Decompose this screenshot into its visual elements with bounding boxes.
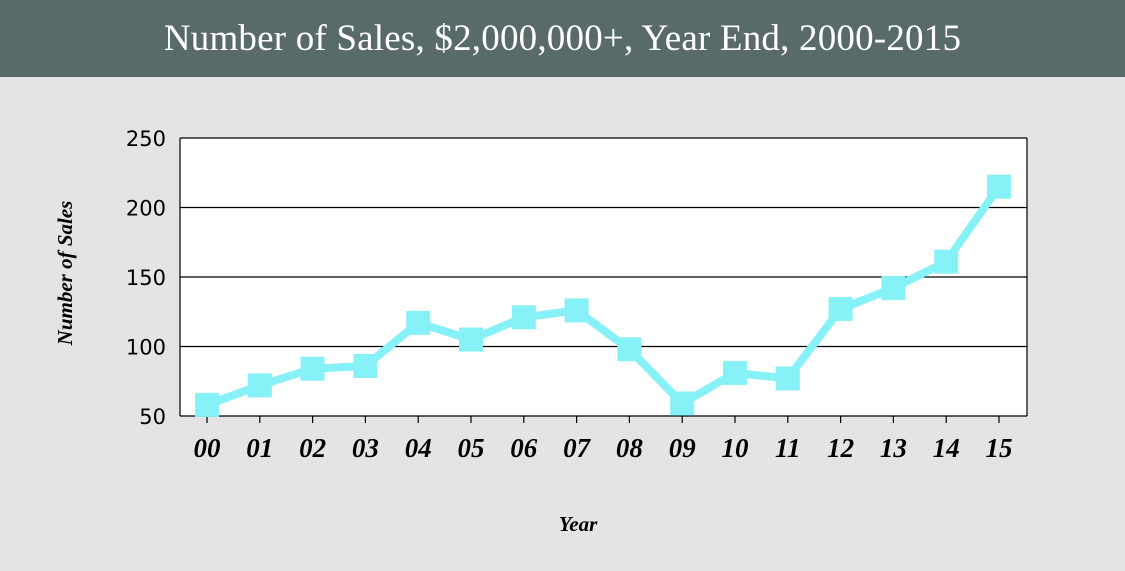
x-tick-label: 10 [722, 433, 750, 463]
x-tick-label: 07 [563, 433, 592, 463]
y-tick-labels: 50 100 150 200 250 [126, 127, 166, 429]
data-point-marker [564, 298, 589, 323]
data-point-marker [881, 276, 906, 301]
y-tick-label: 50 [139, 405, 166, 429]
y-tick-label: 200 [126, 197, 166, 221]
x-tick-label: 04 [405, 433, 432, 463]
x-tick-label: 09 [669, 433, 697, 463]
x-tick-labels: 00 01 02 03 04 05 06 07 08 09 10 11 12 13 14 15 [194, 433, 1013, 463]
data-point-marker [511, 305, 536, 330]
data-point-marker [775, 366, 800, 391]
x-tick-label: 14 [933, 433, 960, 463]
gridlines [180, 137, 1027, 348]
data-point-marker [247, 373, 272, 398]
chart-title: Number of Sales, $2,000,000+, Year End, … [163, 18, 962, 59]
data-point-marker [987, 174, 1011, 199]
y-tick-label: 100 [126, 336, 166, 360]
x-tick-label: 01 [246, 433, 273, 463]
data-point-marker [670, 391, 695, 416]
x-tick-label: 00 [194, 433, 222, 463]
title-bar: Number of Sales, $2,000,000+, Year End, … [0, 0, 1125, 77]
data-point-marker [300, 356, 325, 381]
data-point-marker [406, 310, 431, 335]
data-point-marker [723, 360, 747, 385]
data-point-marker [353, 353, 378, 378]
data-point-marker [934, 249, 959, 274]
y-tick-label: 250 [126, 127, 166, 151]
data-point-marker [617, 337, 642, 362]
y-axis-title: Number of Sales [53, 201, 77, 347]
data-point-marker [195, 392, 219, 417]
x-tick-label: 03 [352, 433, 379, 463]
x-tick-label: 02 [299, 433, 326, 463]
x-tick-label: 11 [775, 433, 801, 463]
x-tick-label: 06 [510, 433, 538, 463]
series-line [203, 182, 1003, 409]
x-tick-label: 05 [458, 433, 485, 463]
x-tick-label: 08 [616, 433, 644, 463]
y-tick-label: 150 [126, 266, 166, 290]
data-point-marker [459, 327, 483, 352]
x-tick-label: 13 [880, 433, 907, 463]
axes [179, 138, 1028, 423]
x-tick-label: 12 [827, 433, 854, 463]
x-tick-label: 15 [986, 433, 1013, 463]
series-layer [195, 174, 1011, 417]
data-point-marker [828, 296, 853, 321]
x-axis-title: Year [559, 512, 598, 536]
